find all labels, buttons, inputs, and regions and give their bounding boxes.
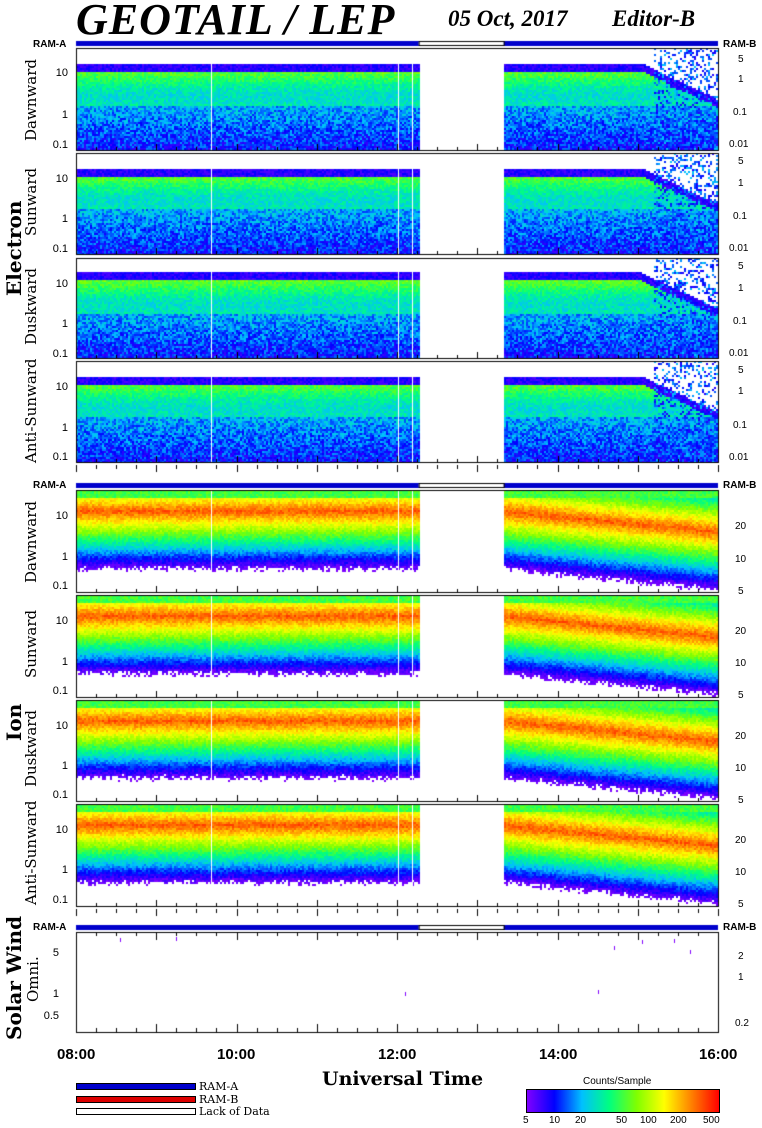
ram-b-label-solar: RAM-B: [723, 922, 757, 933]
ytick-i3-10: 10: [55, 720, 68, 732]
colorbar-tick-200: 200: [670, 1115, 687, 1126]
legend-swatch-lack-of-data: [76, 1108, 196, 1115]
rtick-i4-10: 10: [735, 867, 747, 878]
rtick-e2-0.1: 0.1: [733, 211, 747, 222]
ytick-e4-1: 1: [61, 422, 68, 434]
ytick-i1-1: 1: [61, 551, 68, 563]
legend-label-lack-of-data: Lack of Data: [199, 1105, 270, 1118]
rtick-sw-1: 1: [738, 972, 744, 983]
ytick-e2-0.1: 0.1: [52, 243, 68, 255]
colorbar-tick-5: 5: [523, 1115, 529, 1126]
rtick-sw-2: 2: [738, 951, 744, 962]
ram-a-label-solar: RAM-A: [33, 922, 67, 933]
legend-swatch-ram-b: [76, 1096, 196, 1103]
ytick-i3-0.1: 0.1: [52, 789, 68, 801]
ytick-i2-10: 10: [55, 615, 68, 627]
ytick-e4-10: 10: [55, 381, 68, 393]
ytick-e1-10: 10: [55, 67, 68, 79]
ytick-i1-10: 10: [55, 510, 68, 522]
ytick-i4-10: 10: [55, 824, 68, 836]
colorbar: [526, 1089, 720, 1113]
date-label: 05 Oct, 2017: [448, 6, 568, 31]
rtick-i1-5: 5: [738, 586, 744, 597]
rtick-e1-1: 1: [738, 74, 744, 85]
rtick-e4-0.1: 0.1: [733, 420, 747, 431]
rtick-i4-20: 20: [735, 835, 747, 846]
rtick-e2-1: 1: [738, 178, 744, 189]
ytick-i4-0.1: 0.1: [52, 894, 68, 906]
editor-label: Editor-B: [612, 6, 696, 31]
x-axis-label: Universal Time: [322, 1068, 484, 1090]
xtick-0800: 08:00: [57, 1046, 96, 1063]
ytick-sw-5: 5: [52, 947, 59, 959]
rtick-e1-0.1: 0.1: [733, 107, 747, 118]
rtick-i3-10: 10: [735, 763, 747, 774]
rtick-e1-5: 5: [738, 54, 744, 65]
ytick-sw-1: 1: [52, 988, 59, 1000]
colorbar-tick-20: 20: [575, 1115, 587, 1126]
xtick-1200: 12:00: [378, 1046, 417, 1063]
rtick-i4-5: 5: [738, 899, 744, 910]
ytick-e2-10: 10: [55, 173, 68, 185]
rtick-e2-5: 5: [738, 156, 744, 167]
legend-label-ram-b: RAM-B: [199, 1093, 239, 1106]
colorbar-tick-50: 50: [616, 1115, 628, 1126]
legend-label-ram-a: RAM-A: [199, 1080, 239, 1093]
rtick-i2-10: 10: [735, 658, 747, 669]
ytick-sw-0.5: 0.5: [43, 1010, 59, 1022]
ytick-e3-0.1: 0.1: [52, 348, 68, 360]
rtick-e4-5: 5: [738, 365, 744, 376]
ytick-e2-1: 1: [61, 213, 68, 225]
rtick-sw-0.2: 0.2: [735, 1018, 749, 1029]
ytick-e1-1: 1: [61, 109, 68, 121]
rtick-i2-5: 5: [738, 690, 744, 701]
ram-a-label-electron: RAM-A: [33, 39, 67, 50]
ram-b-label-electron: RAM-B: [723, 39, 757, 50]
rtick-i2-20: 20: [735, 626, 747, 637]
ytick-i3-1: 1: [61, 760, 68, 772]
legend-swatch-ram-a: [76, 1083, 196, 1090]
panel-label-electron-anti-sunward: Anti-Sunward: [22, 358, 40, 463]
rtick-e1-0.01: 0.01: [729, 139, 749, 150]
rtick-e3-1: 1: [738, 283, 744, 294]
rtick-e3-5: 5: [738, 261, 744, 272]
colorbar-tick-10: 10: [549, 1115, 561, 1126]
panel-label-ion-anti-sunward: Anti-Sunward: [22, 800, 40, 905]
colorbar-tick-500: 500: [703, 1115, 720, 1126]
ram-b-label-ion: RAM-B: [723, 480, 757, 491]
ytick-i1-0.1: 0.1: [52, 580, 68, 592]
rtick-i1-10: 10: [735, 554, 747, 565]
ytick-e1-0.1: 0.1: [52, 139, 68, 151]
ytick-i4-1: 1: [61, 864, 68, 876]
page-title: GEOTAIL / LEP: [76, 0, 396, 44]
rtick-e4-0.01: 0.01: [729, 452, 749, 463]
colorbar-title: Counts/Sample: [583, 1076, 652, 1087]
rtick-i1-20: 20: [735, 521, 747, 532]
rtick-e3-0.1: 0.1: [733, 316, 747, 327]
ytick-e4-0.1: 0.1: [52, 451, 68, 463]
xtick-1400: 14:00: [539, 1046, 578, 1063]
rtick-e4-1: 1: [738, 386, 744, 397]
rtick-e3-0.01: 0.01: [729, 348, 749, 359]
ytick-i2-0.1: 0.1: [52, 685, 68, 697]
rtick-i3-20: 20: [735, 731, 747, 742]
rtick-e2-0.01: 0.01: [729, 243, 749, 254]
colorbar-tick-100: 100: [640, 1115, 657, 1126]
xtick-1600: 16:00: [699, 1046, 738, 1063]
ytick-i2-1: 1: [61, 656, 68, 668]
ram-a-label-ion: RAM-A: [33, 480, 67, 491]
rtick-i3-5: 5: [738, 795, 744, 806]
ytick-e3-1: 1: [61, 318, 68, 330]
ytick-e3-10: 10: [55, 278, 68, 290]
xtick-1000: 10:00: [217, 1046, 256, 1063]
